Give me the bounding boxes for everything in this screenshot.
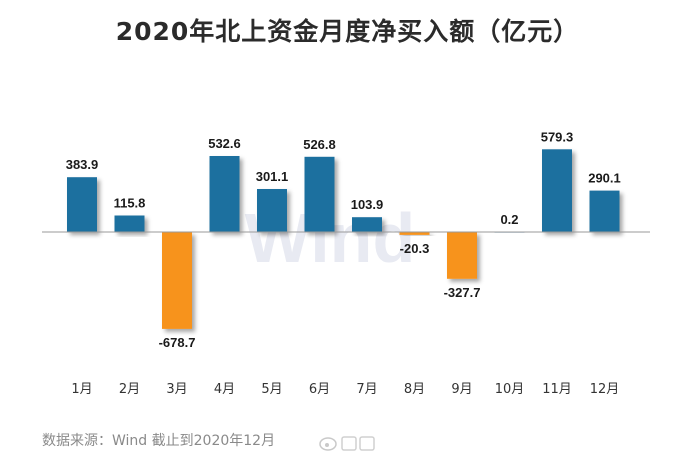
- value-label: 383.9: [66, 157, 99, 172]
- x-tick-labels: 1月 2月 3月 4月 5月 6月 7月 8月 9月 10月 11月 12月: [71, 382, 619, 397]
- value-label: 526.8: [303, 137, 336, 152]
- value-label: -20.3: [400, 241, 430, 256]
- x-tick-label: 1月: [71, 382, 92, 397]
- bar-9月: [447, 232, 477, 279]
- chart-title: 2020年北上资金月度净买入额（亿元）: [115, 17, 580, 46]
- bar-1月: [67, 177, 97, 232]
- source-note: 数据来源：Wind 截止到2020年12月: [42, 433, 276, 449]
- x-tick-label: 6月: [309, 382, 330, 397]
- x-tick-label: 10月: [495, 382, 525, 397]
- value-label: 532.6: [208, 136, 241, 151]
- value-label: 301.1: [256, 169, 289, 184]
- bar-8月: [399, 232, 430, 235]
- x-tick-label: 9月: [451, 382, 472, 397]
- bar-12月: [589, 190, 620, 232]
- x-tick-label: 4月: [214, 382, 235, 397]
- bars-layer: [67, 149, 620, 329]
- value-label: 115.8: [114, 195, 146, 210]
- bar-2月: [114, 215, 145, 232]
- weibo-watermark-icon: [319, 436, 375, 451]
- bar-4月: [209, 156, 240, 232]
- x-tick-label: 11月: [542, 382, 572, 397]
- x-tick-label: 12月: [590, 382, 620, 397]
- bar-7月: [352, 217, 382, 232]
- x-tick-label: 2月: [119, 382, 140, 397]
- bar-3月: [162, 232, 192, 329]
- bar-11月: [542, 149, 572, 232]
- x-tick-label: 7月: [356, 382, 377, 397]
- x-tick-label: 8月: [404, 382, 425, 397]
- value-label: 0.2: [500, 212, 518, 227]
- bar-6月: [304, 156, 335, 232]
- x-tick-label: 3月: [166, 382, 187, 397]
- labels-layer: 383.9 115.8 -678.7 532.6 301.1 526.8 103.9 -20.…: [66, 129, 621, 350]
- value-label: -678.7: [159, 335, 196, 350]
- bar-5月: [257, 189, 287, 232]
- x-tick-label: 5月: [261, 382, 282, 397]
- value-label: 290.1: [588, 171, 621, 186]
- value-label: 579.3: [541, 129, 574, 144]
- value-label: -327.7: [444, 285, 481, 300]
- value-label: 103.9: [351, 197, 384, 212]
